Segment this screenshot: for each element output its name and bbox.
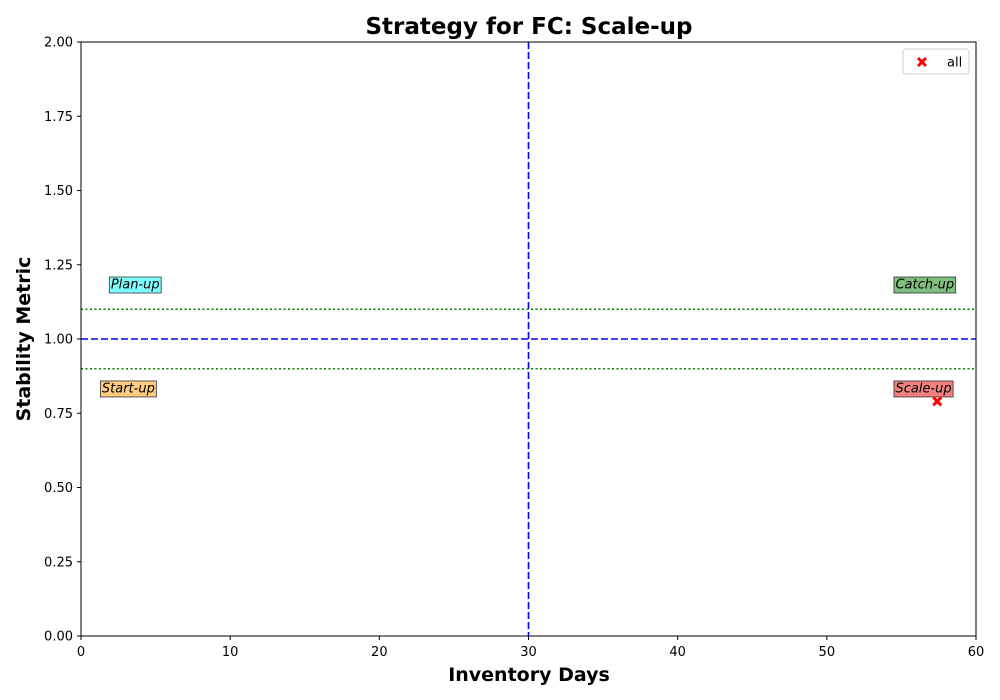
y-tick-label-7: 1.75 [44, 110, 73, 125]
x-tick-label-10: 10 [222, 645, 239, 660]
x-tick-label-60: 60 [968, 645, 985, 660]
chart-title: Strategy for FC: Scale-up [365, 14, 692, 40]
y-tick-label-0: 0.00 [44, 630, 73, 645]
x-tick-label-0: 0 [77, 645, 85, 660]
quadrant-label-plan-up: Plan-up [108, 276, 162, 294]
y-tick-label-5: 1.25 [44, 258, 73, 273]
legend: all [902, 48, 970, 75]
y-axis-label: Stability Metric [13, 257, 35, 422]
quadrant-label-catch-up: Catch-up [893, 276, 957, 294]
x-axis-label: Inventory Days [448, 664, 610, 686]
y-tick-label-8: 2.00 [44, 36, 73, 51]
x-tick-label-30: 30 [520, 645, 537, 660]
legend-box [902, 48, 970, 75]
y-tick-label-1: 0.25 [44, 555, 73, 570]
quadrant-label-box-plan-up [108, 276, 162, 294]
plot-area: Plan-up Catch-up Start-up Scale-up 0 10 20 30 40… [44, 36, 984, 661]
quadrant-label-text-plan-up: Plan-up [111, 278, 160, 293]
quadrant-label-box-catch-up [893, 276, 957, 294]
y-tick-label-3: 0.75 [44, 407, 73, 422]
data-point-all-0 [932, 396, 943, 407]
quadrant-label-text-scale-up: Scale-up [895, 381, 951, 396]
legend-marker-all [916, 56, 928, 68]
quadrant-label-box-scale-up [893, 380, 954, 398]
quadrant-label-start-up: Start-up [99, 380, 157, 398]
y-tick-label-6: 1.50 [44, 184, 73, 199]
y-tick-label-4: 1.00 [44, 333, 73, 348]
x-tick-label-40: 40 [669, 645, 686, 660]
legend-label-all: all [947, 56, 962, 71]
quadrant-label-scale-up: Scale-up [893, 380, 954, 398]
y-tick-label-2: 0.50 [44, 481, 73, 496]
x-tick-label-20: 20 [371, 645, 388, 660]
quadrant-label-box-start-up [99, 380, 157, 398]
x-tick-label-50: 50 [819, 645, 836, 660]
quadrant-label-text-catch-up: Catch-up [895, 278, 954, 293]
quadrant-label-text-start-up: Start-up [102, 381, 155, 396]
